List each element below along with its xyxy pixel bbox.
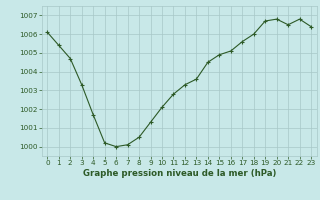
X-axis label: Graphe pression niveau de la mer (hPa): Graphe pression niveau de la mer (hPa) — [83, 169, 276, 178]
